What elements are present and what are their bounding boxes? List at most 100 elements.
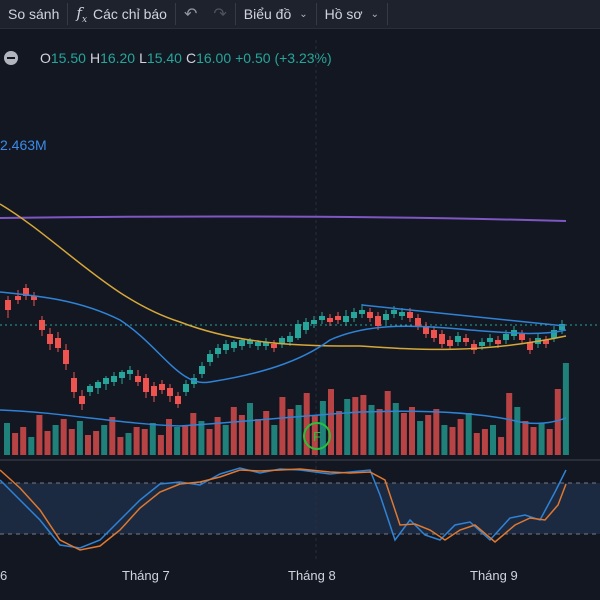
high-label: H <box>89 50 101 66</box>
candle-body <box>479 342 485 346</box>
profile-menu-label: Hồ sơ <box>324 6 363 22</box>
volume-bar <box>279 397 286 455</box>
volume-bar <box>376 409 383 455</box>
close-label: C <box>185 50 197 66</box>
volume-bar <box>141 429 148 455</box>
candle-body <box>5 300 11 310</box>
candle-body <box>255 342 261 346</box>
candle-body <box>151 386 157 396</box>
volume-bar <box>465 413 472 455</box>
undo-icon: ↶ <box>183 6 198 23</box>
candle-body <box>223 344 229 350</box>
volume-bar <box>44 431 51 455</box>
volume-bar <box>562 363 569 455</box>
candle-body <box>343 316 349 322</box>
volume-bar <box>52 425 59 455</box>
moving-average-blue <box>0 291 567 384</box>
undo-button[interactable]: ↶ <box>176 0 205 28</box>
function-icon: fx <box>76 3 88 25</box>
volume-bar <box>271 425 278 455</box>
volume-bar <box>295 405 302 455</box>
volume-bar <box>117 437 124 455</box>
volume-bar <box>384 391 391 455</box>
candle-body <box>23 288 29 296</box>
candle-body <box>135 376 141 382</box>
candle-body <box>543 340 549 344</box>
candle-body <box>407 312 413 318</box>
volume-bar <box>328 389 334 455</box>
event-marker[interactable]: F <box>303 422 331 450</box>
volume-bar <box>255 419 262 455</box>
candle-body <box>303 322 309 330</box>
candle-body <box>175 396 181 404</box>
volume-bar <box>36 415 43 455</box>
candle-body <box>519 334 525 340</box>
candle-body <box>263 342 269 346</box>
candle-body <box>527 342 533 350</box>
xaxis-label-july: Tháng 7 <box>122 568 170 583</box>
low-value: 15.40 <box>146 50 182 66</box>
candle-body <box>127 370 133 374</box>
volume-bar <box>441 425 448 455</box>
compare-label: So sánh <box>8 6 60 22</box>
low-label: L <box>139 50 147 66</box>
moving-average-purple <box>0 215 567 222</box>
candle-body <box>471 344 477 350</box>
candle-body <box>143 378 149 392</box>
volume-bar <box>417 421 424 455</box>
volume-bar <box>198 421 205 455</box>
volume-bar <box>344 399 351 455</box>
volume-bar <box>546 429 553 455</box>
volume-bar <box>4 423 10 455</box>
profile-menu-button[interactable]: Hồ sơ ⌄ <box>317 0 387 28</box>
candle-body <box>287 336 293 342</box>
candle-body <box>487 338 493 342</box>
candle-body <box>159 384 165 390</box>
volume-bar <box>133 427 140 455</box>
volume-bar <box>352 397 359 455</box>
candle-body <box>295 324 301 338</box>
candle-body <box>439 334 445 344</box>
volume-bar <box>368 405 375 455</box>
volume-bar <box>409 407 415 455</box>
candle-body <box>391 310 397 314</box>
volume-bar <box>230 407 237 455</box>
candle-body <box>399 312 405 316</box>
indicators-button[interactable]: fx Các chỉ báo <box>68 0 175 28</box>
candle-body <box>95 382 101 388</box>
volume-bar <box>400 413 407 455</box>
toolbar-divider <box>315 3 317 25</box>
redo-button[interactable]: ↷ <box>205 0 234 28</box>
volume-bar <box>125 433 132 455</box>
collapse-legend-icon[interactable] <box>4 51 18 65</box>
chart-menu-button[interactable]: Biểu đồ ⌄ <box>236 0 316 28</box>
candle-body <box>103 378 109 384</box>
trend-line[interactable] <box>361 304 566 327</box>
candle-body <box>79 396 85 404</box>
volume-bar <box>28 437 35 455</box>
volume-bar <box>109 417 116 455</box>
compare-button[interactable]: So sánh <box>0 0 67 28</box>
volume-bar <box>319 401 326 455</box>
volume-bar <box>68 429 75 455</box>
volume-bar <box>392 403 399 455</box>
volume-bar <box>538 423 545 455</box>
candle-body <box>231 342 237 348</box>
toolbar-divider <box>234 3 236 25</box>
volume-bar <box>60 419 67 455</box>
volume-bar <box>360 395 367 455</box>
open-label: O <box>40 50 51 66</box>
chevron-down-icon: ⌄ <box>370 8 379 20</box>
candle-body <box>215 348 221 354</box>
volume-value: 2.463M <box>0 137 47 153</box>
candle-body <box>119 372 125 378</box>
volume-bar <box>149 423 156 455</box>
volume-bar <box>449 427 456 455</box>
volume-bar <box>190 413 197 455</box>
volume-bar <box>76 421 83 455</box>
event-label: F <box>313 429 321 444</box>
candle-body <box>167 388 173 396</box>
volume-bar <box>303 393 310 455</box>
volume-bar <box>166 419 172 455</box>
